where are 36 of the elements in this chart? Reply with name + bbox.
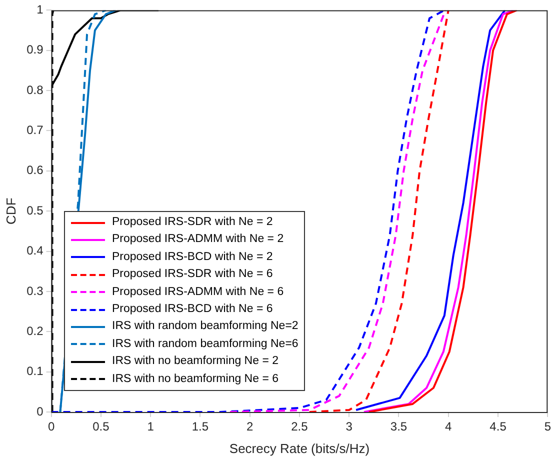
legend-label: Proposed IRS-ADMM with Ne = 2 [112,232,284,248]
y-axis-title: CDF [3,198,18,224]
legend-label: Proposed IRS-ADMM with Ne = 6 [112,284,284,300]
legend-label: IRS with random beamforming Ne=2 [112,319,298,334]
legend-label: Proposed IRS-SDR with Ne = 6 [112,267,273,282]
y-tick-label: 0.3 [26,284,44,298]
x-tick-label: 4 [445,420,452,434]
x-tick-label: 1 [147,420,154,434]
legend-label: Proposed IRS-BCD with Ne = 2 [112,250,273,265]
y-tick-label: 0.5 [26,203,44,218]
y-tick-label: 0.1 [26,364,44,378]
y-tick-label: 0.8 [26,82,44,97]
x-tick-label: 5 [544,420,552,434]
y-tick-label: 0.9 [26,42,44,57]
y-tick-label: 0.7 [26,123,44,138]
x-tick-label: 4.5 [490,420,507,434]
legend-label: IRS with no beamforming Ne = 6 [112,372,279,387]
legend-label: IRS with no beamforming Ne = 2 [112,354,279,370]
line-series [51,10,446,412]
y-tick-label: 1 [36,2,44,17]
y-tick-label: 0.4 [26,244,44,258]
y-tick-label: 0.6 [26,163,44,178]
x-tick-label: 3.5 [390,420,408,434]
x-tick-label: 2 [246,420,254,434]
line-series [308,10,450,412]
x-tick-label: 3 [346,420,353,434]
legend-label: Proposed IRS-SDR with Ne = 2 [112,214,273,230]
x-tick-label: 0.5 [92,420,110,434]
x-tick-label: 2.5 [291,420,308,434]
legend-label: IRS with random beamforming Ne=6 [112,336,298,352]
y-tick-label: 0.2 [26,324,44,338]
x-axis-title: Secrecy Rate (bits/s/Hz) [229,440,370,456]
y-tick-label: 0 [36,404,44,418]
legend-label: Proposed IRS-BCD with Ne = 6 [112,302,273,317]
x-tick-label: 1.5 [192,420,209,434]
x-tick-label: 0 [48,420,55,434]
